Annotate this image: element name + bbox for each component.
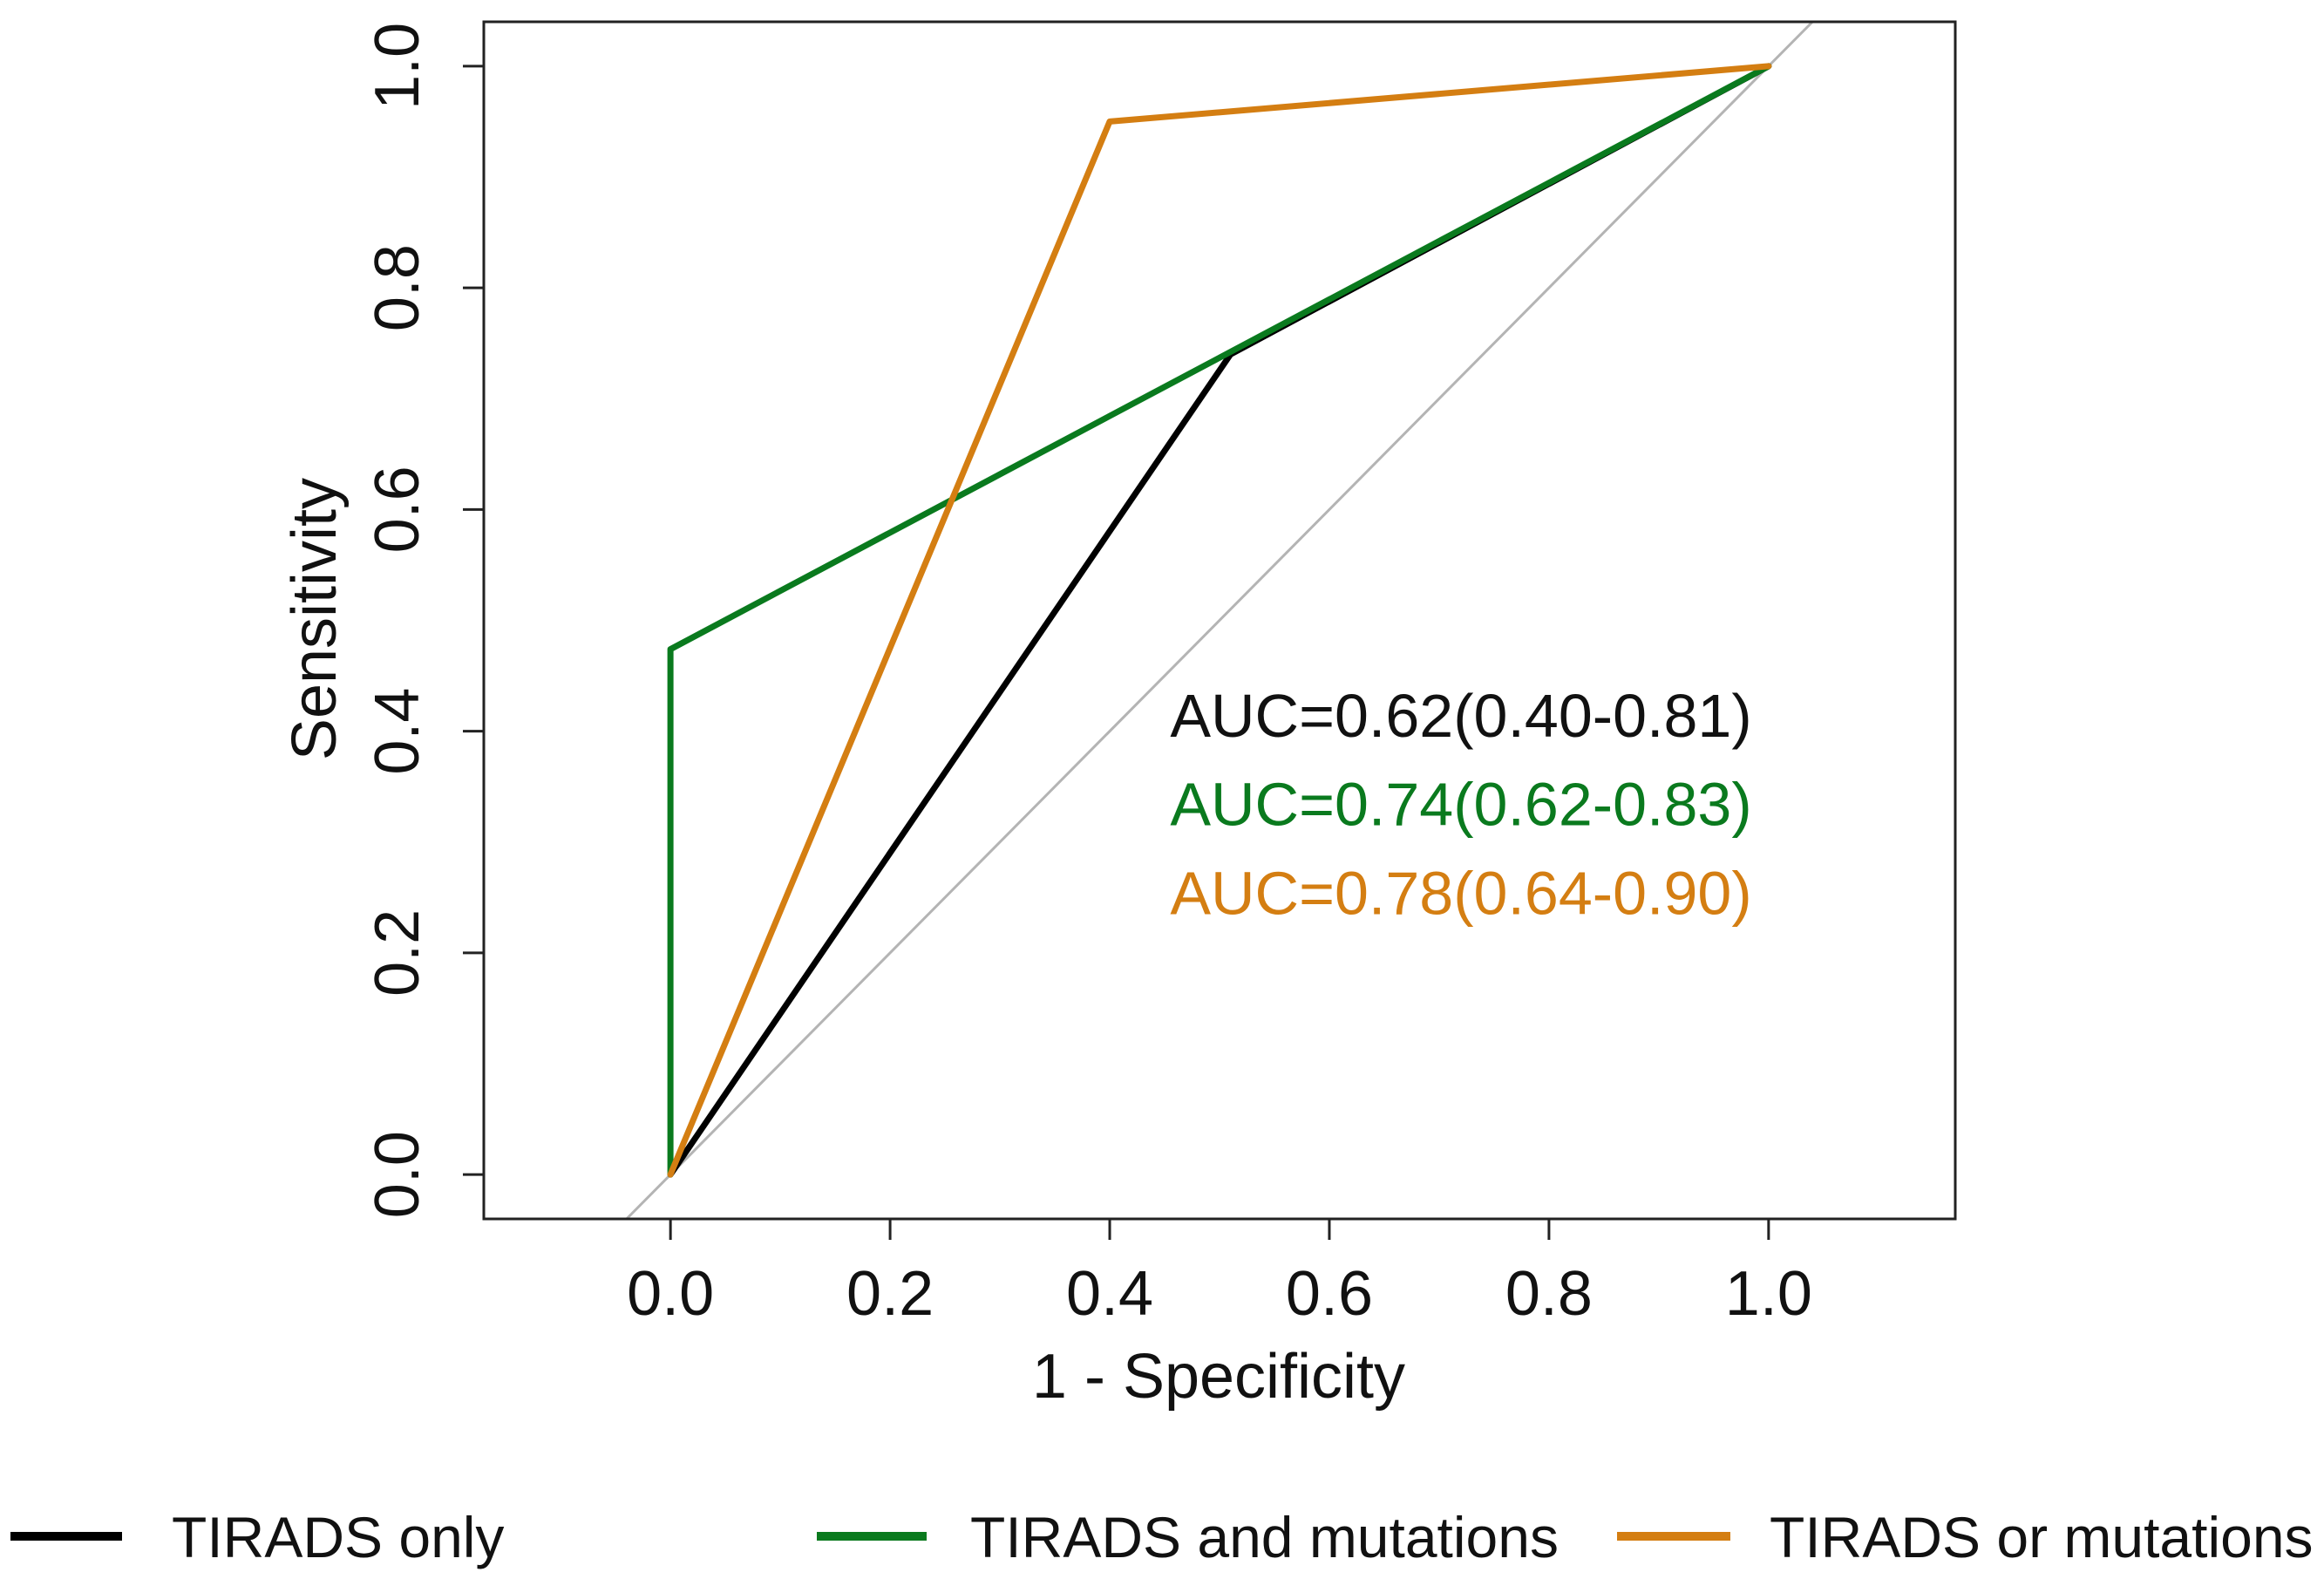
y-tick-label: 1.0 [363,23,432,110]
x-tick-label: 0.0 [627,1259,714,1329]
y-tick-label: 0.6 [363,466,432,553]
auc-annotation: AUC=0.74(0.62-0.83) [1170,771,1751,839]
reference-diagonal [625,22,1814,1219]
legend: TIRADS only TIRADS and mutations TIRADS or… [10,1505,2314,1569]
y-tick-label: 0.8 [363,244,432,331]
y-tick-label: 0.4 [363,688,432,775]
x-axis-label: 1 - Specificity [1032,1342,1405,1412]
auc-annotation: AUC=0.62(0.40-0.81) [1170,682,1751,750]
y-tick-label: 0.0 [363,1131,432,1218]
roc-curve-tirads-or-mutations [667,63,1772,1178]
legend-label: TIRADS only [172,1505,504,1569]
legend-label: TIRADS and mutations [970,1505,1559,1569]
x-tick-label: 0.8 [1505,1259,1593,1329]
auc-annotation: AUC=0.78(0.64-0.90) [1170,859,1751,927]
x-tick-label: 1.0 [1725,1259,1812,1329]
x-tick-label: 0.2 [846,1259,934,1329]
x-tick-label: 0.6 [1286,1259,1373,1329]
roc-curve-tirads-and-mutations [667,63,1772,1178]
x-tick-label: 0.4 [1066,1259,1153,1329]
y-axis-label: Sensitivity [280,478,350,760]
y-tick-label: 0.2 [363,909,432,997]
legend-label: TIRADS or mutations [1770,1505,2314,1569]
